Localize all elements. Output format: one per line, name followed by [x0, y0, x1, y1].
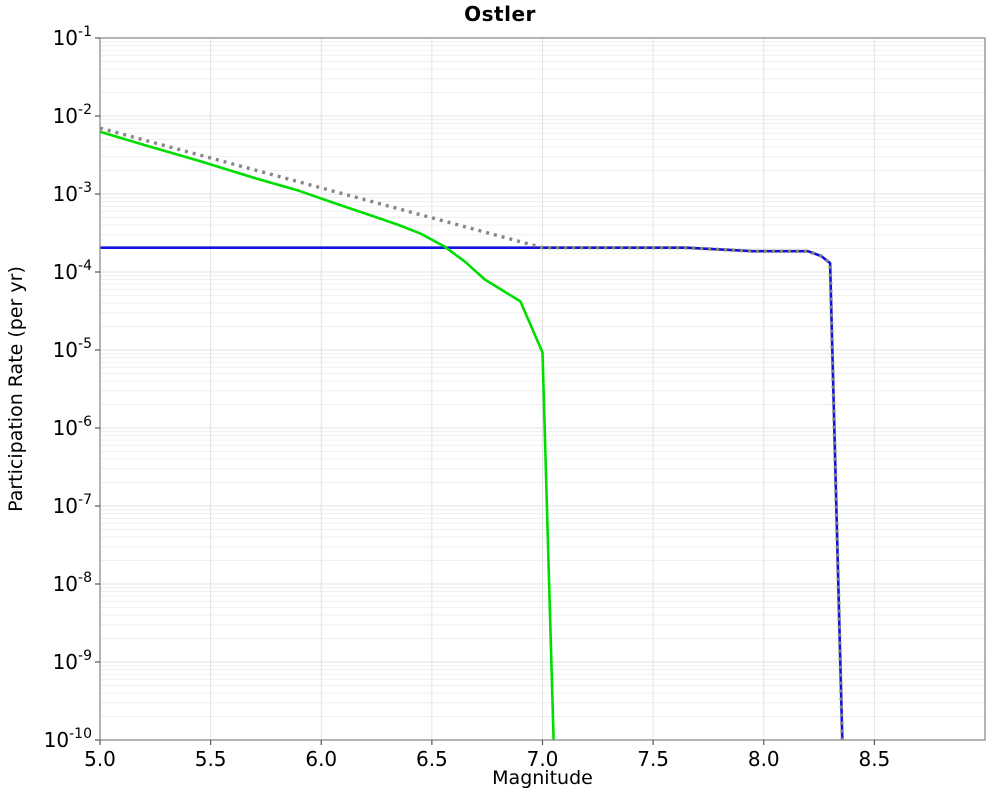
x-tick-label: 8.5 [858, 747, 890, 771]
y-tick-label: 10-9 [53, 648, 92, 674]
x-tick-label: 5.5 [195, 747, 227, 771]
x-tick-label: 6.5 [416, 747, 448, 771]
blue-solid-line [100, 246, 844, 741]
y-tick-label: 10-1 [53, 24, 92, 50]
series-lines [99, 126, 844, 741]
x-tick-label: 7.5 [637, 747, 669, 771]
x-tick-label: 6.0 [305, 747, 337, 771]
tick-marks [95, 37, 875, 745]
y-tick-label: 10-6 [53, 414, 93, 440]
y-tick-label: 10-7 [53, 492, 92, 518]
x-tick-label: 8.0 [748, 747, 780, 771]
y-tick-label: 10-8 [53, 570, 92, 596]
tick-labels: 5.0 5.5 6.0 6.5 7.0 7.5 8.0 8.5 10-1 10-2 10-3 10-4… [44, 24, 891, 771]
y-tick-label: 10-5 [53, 336, 92, 362]
chart-title: Ostler [464, 2, 536, 26]
x-tick-label: 7.0 [527, 747, 559, 771]
y-tick-label: 10-10 [44, 726, 92, 752]
x-tick-label: 5.0 [84, 747, 116, 771]
gray-dotted-line [99, 126, 844, 741]
y-tick-label: 10-3 [53, 180, 92, 206]
x-axis-label: Magnitude [492, 767, 593, 789]
y-tick-label: 10-4 [53, 258, 93, 284]
green-solid-line [99, 130, 555, 741]
y-tick-label: 10-2 [53, 102, 92, 128]
